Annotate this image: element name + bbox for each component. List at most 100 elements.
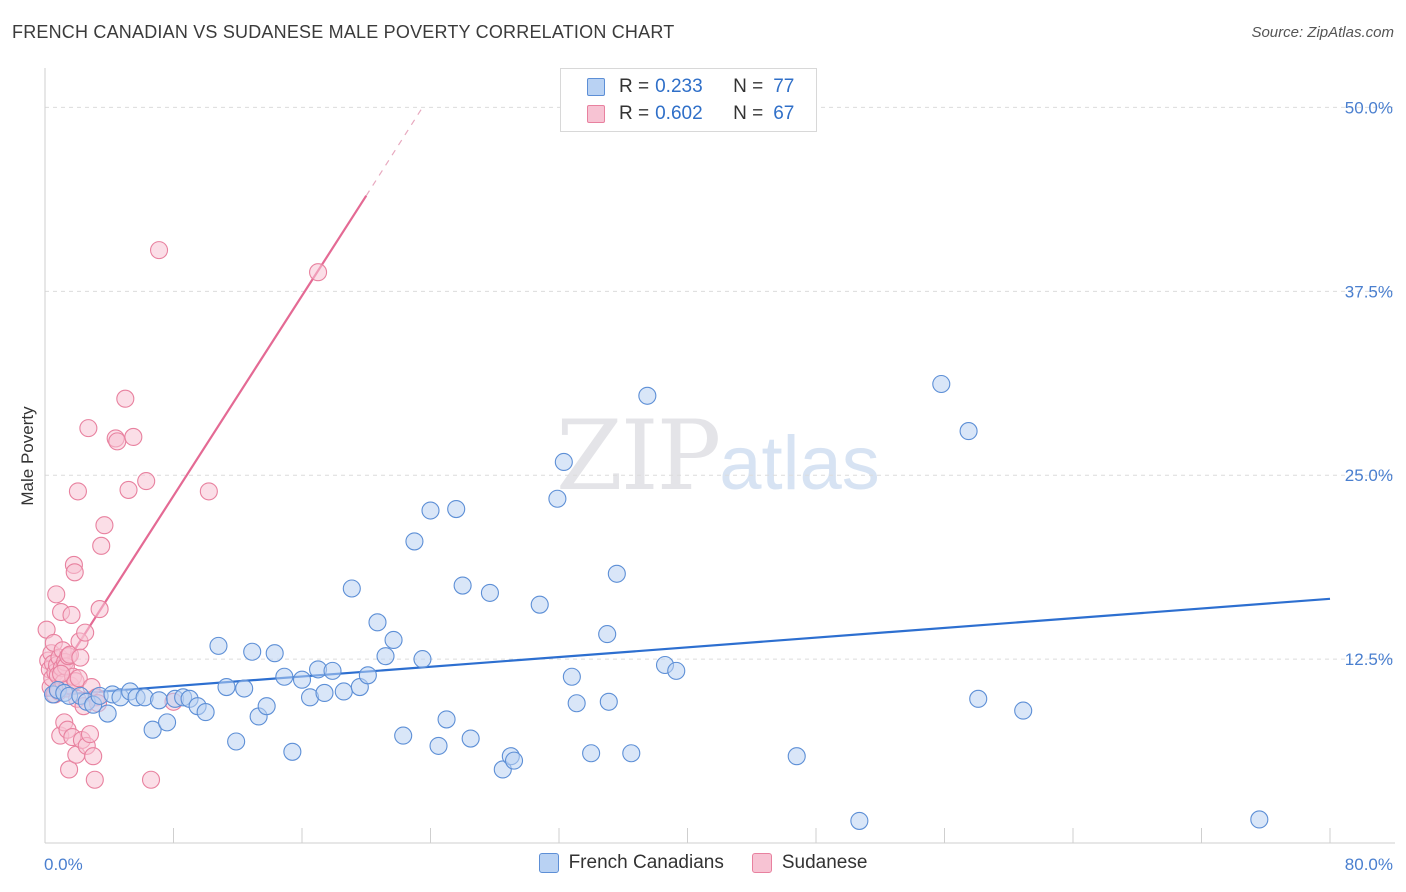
watermark-atlas: atlas xyxy=(719,421,880,506)
french-canadian-point xyxy=(196,703,215,722)
french-canadian-point xyxy=(562,667,581,686)
french-canadian-point xyxy=(504,751,524,770)
french-canadian-point xyxy=(530,595,549,614)
sudanese-point xyxy=(119,480,138,499)
french-canadian-point xyxy=(567,694,586,713)
french-canadian-point xyxy=(437,710,456,729)
legend-n-value: 67 xyxy=(773,103,795,124)
sudanese-point xyxy=(92,536,111,555)
french-canadian-point xyxy=(158,713,177,732)
sudanese-trend-extension xyxy=(365,107,423,197)
sudanese-point xyxy=(199,482,218,501)
sudanese-point xyxy=(95,516,114,535)
sudanese-point xyxy=(52,664,71,683)
tick-labels: 12.5% 25.0% 37.5% 50.0% 0.0% 80.0% xyxy=(44,98,1393,874)
blue-swatch xyxy=(587,78,605,96)
legend-label-french-canadians: French Canadians xyxy=(568,852,724,873)
chart-title: FRENCH CANADIAN VS SUDANESE MALE POVERTY… xyxy=(12,22,675,42)
sudanese-point xyxy=(60,760,79,779)
french-canadian-point xyxy=(598,625,617,644)
french-canadian-point xyxy=(323,661,342,680)
sudanese-point xyxy=(69,669,88,688)
french-canadian-point xyxy=(384,630,403,650)
french-canadian-points xyxy=(43,374,1269,830)
legend-label-sudanese: Sudanese xyxy=(781,852,868,873)
french-canadian-point xyxy=(283,742,302,761)
legend-r-value: 0.233 xyxy=(655,76,703,97)
sudanese-point xyxy=(71,648,90,667)
watermark: ZIPatlas xyxy=(556,400,880,512)
sudanese-point xyxy=(149,241,169,260)
x-tick-label: 80.0% xyxy=(1345,855,1393,874)
sudanese-point xyxy=(62,605,81,625)
sudanese-point xyxy=(124,427,143,447)
french-canadian-point xyxy=(461,729,480,748)
french-canadian-point xyxy=(421,501,440,520)
french-canadian-point xyxy=(1014,701,1033,720)
y-tick-label: 12.5% xyxy=(1345,650,1393,669)
french-canadian-point xyxy=(413,650,432,669)
sudanese-point xyxy=(90,600,109,619)
french-canadian-point xyxy=(368,613,387,632)
sudanese-point xyxy=(84,747,103,766)
sudanese-point xyxy=(141,770,161,789)
watermark-zip: ZIP xyxy=(556,400,721,512)
french-canadian-point xyxy=(394,726,413,745)
sudanese-point xyxy=(79,419,98,438)
french-canadian-point xyxy=(638,386,657,405)
legend-n-value: 77 xyxy=(773,76,795,97)
french-canadian-point xyxy=(548,489,567,508)
y-tick-label: 50.0% xyxy=(1345,98,1393,117)
french-canadian-point xyxy=(265,644,284,663)
legend-r-label: R = xyxy=(619,76,650,97)
french-canadian-point xyxy=(217,678,236,697)
french-canadian-point xyxy=(667,661,686,680)
french-canadian-trend-line xyxy=(44,597,1331,697)
y-tick-label: 25.0% xyxy=(1345,466,1393,485)
french-canadian-point xyxy=(315,683,334,702)
french-canadian-point xyxy=(257,697,276,716)
sudanese-point xyxy=(47,585,66,604)
sudanese-point xyxy=(116,389,135,408)
legend-row-french-canadians: R = 0.233 N = 77 xyxy=(587,74,794,100)
french-canadian-point xyxy=(98,704,117,723)
french-canadian-point xyxy=(376,647,395,666)
pink-swatch xyxy=(587,105,605,123)
french-canadian-point xyxy=(969,689,988,708)
french-canadian-point xyxy=(447,499,466,519)
legend-item-sudanese[interactable]: Sudanese xyxy=(751,852,868,874)
x-tick-label: 0.0% xyxy=(44,855,83,874)
french-canadian-point xyxy=(599,692,618,711)
sudanese-point xyxy=(309,263,328,282)
source-credit: Source: ZipAtlas.com xyxy=(1251,24,1394,41)
french-canadian-point xyxy=(787,747,806,766)
french-canadian-point xyxy=(227,732,246,751)
french-canadian-point xyxy=(959,422,978,441)
french-canadian-point xyxy=(429,736,448,755)
sudanese-point xyxy=(80,725,100,744)
series-legend: French Canadians Sudanese xyxy=(0,852,1406,874)
french-canadian-point xyxy=(209,636,228,655)
french-canadian-point xyxy=(275,667,294,686)
legend-n-label: N = xyxy=(733,76,764,97)
axes xyxy=(44,68,1395,844)
french-canadian-point xyxy=(243,642,262,661)
french-canadian-point xyxy=(334,682,353,701)
french-canadian-point xyxy=(292,670,312,689)
french-canadian-point xyxy=(554,452,573,472)
legend-row-sudanese: R = 0.602 N = 67 xyxy=(587,101,794,127)
french-canadian-point xyxy=(607,564,626,583)
blue-swatch xyxy=(538,853,559,873)
sudanese-point xyxy=(137,472,156,491)
french-canadian-point xyxy=(1250,810,1269,829)
legend-item-french-canadians[interactable]: French Canadians xyxy=(538,852,724,874)
sudanese-point xyxy=(108,432,127,451)
legend-n-label: N = xyxy=(733,103,764,124)
sudanese-point xyxy=(85,770,104,789)
french-canadian-point xyxy=(480,583,499,602)
french-canadian-point xyxy=(932,374,951,394)
pink-swatch xyxy=(751,853,772,873)
sudanese-point xyxy=(68,482,87,501)
french-canadian-point xyxy=(342,579,361,598)
